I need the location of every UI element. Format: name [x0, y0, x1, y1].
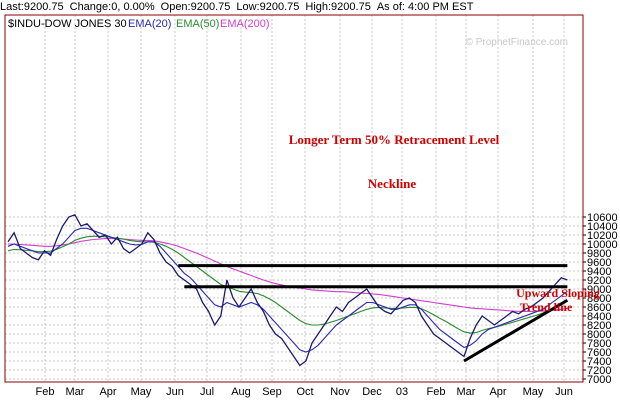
y-tick-label: 8800: [587, 293, 611, 305]
y-tick-label: 7000: [587, 374, 611, 386]
x-tick-label: May: [523, 386, 544, 398]
legend-ema200: EMA(200): [220, 18, 270, 30]
x-axis: Feb Mar Apr May Jun Jul Aug Sep Oct Nov Dec 03 Feb Ma…: [36, 386, 573, 398]
low-value: Low:9200.75: [236, 1, 300, 13]
x-tick-label: Mar: [66, 386, 85, 398]
y-tick-label: 7400: [587, 356, 611, 368]
x-tick-label: Jun: [555, 386, 573, 398]
x-tick-label: Sep: [262, 386, 282, 398]
legend-ema50: EMA(50): [176, 18, 219, 30]
y-tick-label: 7800: [587, 338, 611, 350]
x-tick-label: Dec: [362, 386, 382, 398]
as-of-time: As of: 4:00 PM EST: [376, 1, 474, 13]
legend-ema20: EMA(20): [128, 18, 171, 30]
y-tick-label: 9600: [587, 257, 611, 269]
y-tick-label: 9000: [587, 284, 611, 296]
plot-frame: [4, 14, 584, 383]
last-value: Last:9200.75: [0, 1, 64, 13]
y-tick-label: 10400: [587, 221, 618, 233]
x-tick-label: Feb: [427, 386, 446, 398]
x-tick-label: Apr: [489, 386, 506, 398]
open-value: Open:9200.75: [160, 1, 231, 13]
y-tick-label: 8600: [587, 302, 611, 314]
y-tick-label: 8200: [587, 320, 611, 332]
x-tick-label: Oct: [296, 386, 313, 398]
x-tick-label: Jul: [200, 386, 214, 398]
y-tick-label: 9200: [587, 275, 611, 287]
change-value: Change:0, 0.00%: [69, 1, 155, 13]
y-tick-label: 9400: [587, 266, 611, 278]
series-lines: [7, 213, 568, 367]
y-axis: 7000720074007600780080008200840086008800…: [583, 212, 618, 386]
legend: $INDU-DOW JONES 30 EMA(20) EMA(50) EMA(2…: [8, 18, 270, 30]
trend-line-label-2: Trend line: [520, 300, 573, 314]
x-tick-label: Jun: [166, 386, 184, 398]
annotations: Longer Term 50% Retracement Level Necklin…: [178, 132, 600, 363]
retracement-label: Longer Term 50% Retracement Level: [289, 132, 500, 147]
y-tick-label: 9800: [587, 248, 611, 260]
x-tick-label: Nov: [330, 386, 350, 398]
price-line: [7, 213, 568, 367]
y-tick-label: 8400: [587, 311, 611, 323]
neckline-label: Neckline: [368, 176, 417, 191]
legend-title: $INDU-DOW JONES 30: [8, 18, 127, 30]
quote-header: Last:9200.75 Change:0, 0.00% Open:9200.75 L…: [0, 0, 620, 14]
x-tick-label: Aug: [231, 386, 251, 398]
x-tick-label: 03: [396, 386, 408, 398]
trend-line: [463, 298, 569, 363]
y-tick-label: 8000: [587, 329, 611, 341]
y-tick-label: 7600: [587, 347, 611, 359]
ema20-line: [7, 227, 568, 353]
ema200-line: [8, 238, 568, 313]
ema50-line: [7, 235, 568, 334]
x-tick-label: Apr: [99, 386, 116, 398]
x-tick-label: Feb: [36, 386, 55, 398]
watermark: © ProphetFinance.com: [466, 37, 568, 48]
high-value: High:9200.75: [305, 1, 371, 13]
x-tick-label: May: [131, 386, 152, 398]
trend-line-label-1: Upward Sloping: [516, 286, 600, 300]
y-tick-label: 10600: [587, 212, 618, 224]
y-tick-label: 10200: [587, 230, 618, 242]
y-tick-label: 7200: [587, 365, 611, 377]
x-tick-label: Mar: [457, 386, 476, 398]
y-tick-label: 10000: [587, 239, 618, 251]
